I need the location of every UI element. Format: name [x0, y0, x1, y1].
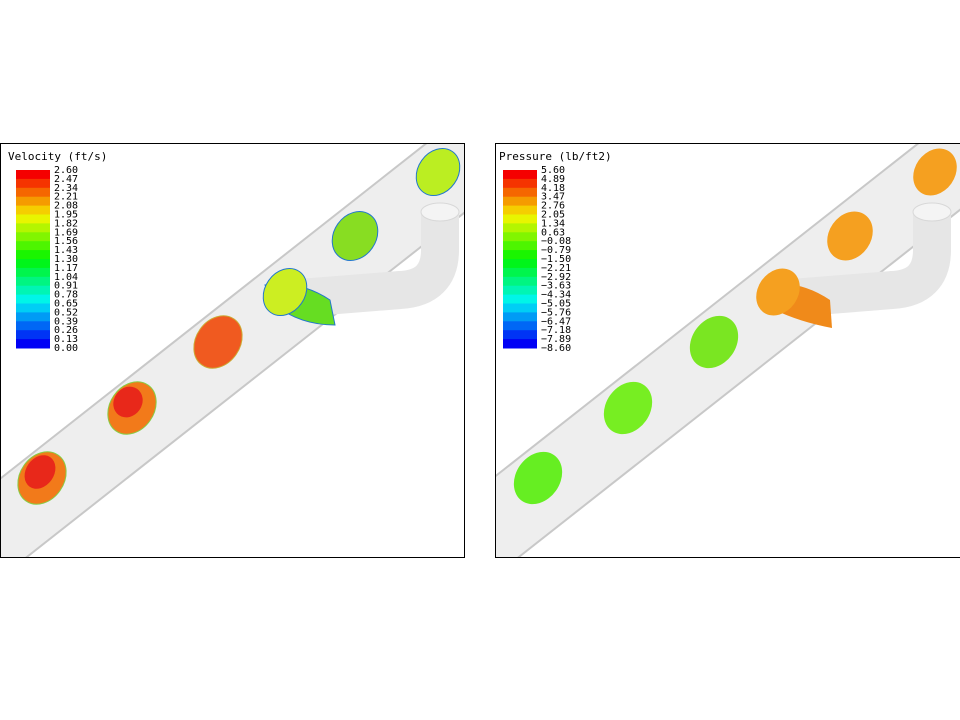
legend-swatch [503, 250, 537, 260]
legend-swatch [503, 276, 537, 287]
legend-label: 1.56 [54, 236, 78, 247]
legend-label: 1.34 [541, 218, 565, 229]
legend-label: −0.79 [541, 245, 571, 256]
legend-label: 2.21 [54, 192, 78, 203]
legend-label: 4.89 [541, 174, 565, 185]
legend-swatch [16, 312, 50, 322]
legend-swatch [503, 303, 537, 313]
pressure-panel: Pressure (lb/ft2) [495, 143, 960, 558]
legend-label: −3.63 [541, 281, 571, 292]
legend-label: 0.13 [54, 334, 78, 345]
legend-swatch [16, 303, 50, 313]
legend-label: 2.76 [541, 201, 565, 212]
panel-title: Velocity (ft/s) [8, 150, 107, 163]
legend-label: 1.43 [54, 245, 78, 256]
legend-swatch [503, 232, 537, 242]
legend-label: −6.47 [541, 316, 571, 327]
legend-swatch [503, 330, 537, 340]
legend-label: 1.30 [54, 254, 78, 265]
legend-label: −2.21 [541, 263, 571, 274]
legend-swatch [503, 285, 537, 296]
legend-swatch [503, 170, 537, 180]
legend-label: 0.39 [54, 316, 78, 327]
legend-label: −5.76 [541, 307, 571, 318]
legend-swatch [503, 294, 537, 304]
legend-swatch [16, 187, 50, 198]
legend-label: −1.50 [541, 254, 571, 265]
legend-swatch [16, 250, 50, 260]
legend-swatch [503, 321, 537, 331]
legend-label: −7.18 [541, 325, 571, 336]
velocity-panel: Velocity (ft/s) [0, 143, 465, 558]
legend-swatch [16, 330, 50, 340]
legend-label: 0.00 [54, 343, 78, 354]
legend-swatch [16, 178, 50, 189]
legend-swatch [503, 196, 537, 207]
legend-swatch [503, 259, 537, 269]
legend-swatch [503, 214, 537, 224]
legend-label: 4.18 [541, 183, 565, 194]
panel-title: Pressure (lb/ft2) [499, 150, 612, 163]
legend-swatch [16, 232, 50, 242]
legend-swatch [16, 205, 50, 215]
legend-swatch [503, 339, 537, 349]
legend-label: 0.65 [54, 299, 78, 310]
legend-swatch [16, 276, 50, 287]
legend-swatch [503, 205, 537, 215]
legend-swatch [16, 170, 50, 180]
legend-label: 5.60 [541, 165, 565, 176]
legend-label: −5.05 [541, 299, 571, 310]
legend-label: 2.47 [54, 174, 78, 185]
legend-label: 1.82 [54, 218, 78, 229]
legend-label: −0.08 [541, 236, 571, 247]
legend-label: 1.04 [54, 272, 78, 283]
legend-swatch [16, 259, 50, 269]
legend-swatch [503, 223, 537, 233]
legend-label: 0.63 [541, 227, 565, 238]
legend-swatch [503, 178, 537, 189]
legend-label: 2.08 [54, 201, 78, 212]
legend-label: 2.05 [541, 210, 565, 221]
legend-swatch [16, 285, 50, 296]
legend-label: −2.92 [541, 272, 571, 283]
legend-swatch [503, 267, 537, 278]
legend-label: 0.78 [54, 290, 78, 301]
legend-label: 0.91 [54, 281, 78, 292]
legend-label: 2.34 [54, 183, 78, 194]
legend-swatch [503, 312, 537, 322]
legend-swatch [16, 339, 50, 349]
legend-swatch [16, 241, 50, 251]
legend-label: 1.17 [54, 263, 78, 274]
legend-label: 1.95 [54, 210, 78, 221]
legend-label: 2.60 [54, 165, 78, 176]
legend-label: 3.47 [541, 192, 565, 203]
legend-swatch [16, 267, 50, 278]
legend-label: −8.60 [541, 343, 571, 354]
legend-swatch [16, 321, 50, 331]
legend-label: −7.89 [541, 334, 571, 345]
legend-label: −4.34 [541, 290, 571, 301]
legend-swatch [16, 196, 50, 207]
legend-swatch [16, 214, 50, 224]
legend-swatch [503, 241, 537, 251]
legend-swatch [16, 294, 50, 304]
legend-label: 1.69 [54, 227, 78, 238]
legend-swatch [16, 223, 50, 233]
legend-label: 0.52 [54, 307, 78, 318]
legend-swatch [503, 187, 537, 198]
legend-label: 0.26 [54, 325, 78, 336]
